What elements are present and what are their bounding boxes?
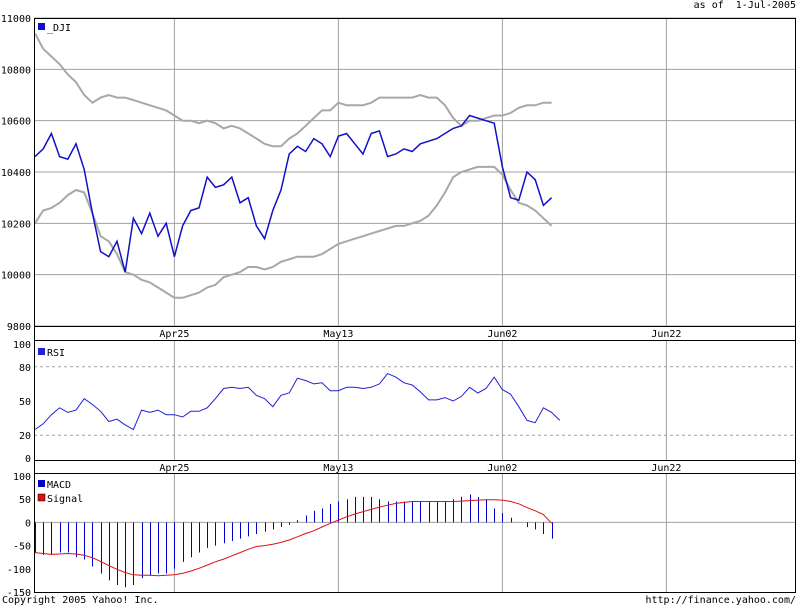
date-tick-label-0-0: Apr25 — [159, 329, 189, 340]
lower-band-line — [34, 165, 553, 299]
panel-border-1 — [34, 340, 796, 461]
date-tick-label-1-2: Jun02 — [487, 463, 517, 474]
rsi-line — [34, 372, 561, 431]
price-ytick-label-6: 11000 — [1, 14, 31, 25]
price-ytick-label-3: 10400 — [1, 168, 31, 179]
rsi-legend-label: RSI — [47, 348, 65, 359]
price-ytick-label-0: 9800 — [7, 322, 31, 333]
date-tick-label-0-3: Jun22 — [651, 329, 681, 340]
panel-border-2 — [34, 473, 796, 593]
signal-line — [34, 499, 552, 577]
rsi-ytick-label-0: 0 — [25, 454, 31, 465]
signal-legend-swatch — [37, 493, 46, 502]
macd-ytick-label-2: -50 — [13, 542, 31, 553]
price-ytick-label-2: 10200 — [1, 219, 31, 230]
date-tick-label-1-0: Apr25 — [159, 463, 189, 474]
price-line — [34, 114, 553, 273]
price-ytick-label-1: 10000 — [1, 271, 31, 282]
macd-legend-label: MACD — [47, 480, 71, 491]
date-tick-label-0-2: Jun02 — [487, 329, 517, 340]
price-ytick-label-4: 10600 — [1, 117, 31, 128]
macd-ytick-label-4: 50 — [19, 495, 31, 506]
upper-band-line — [34, 32, 552, 148]
rsi-ytick-label-4: 100 — [13, 340, 31, 351]
macd-ytick-label-1: -100 — [7, 565, 31, 576]
date-tick-label-1-3: Jun22 — [651, 463, 681, 474]
macd-ytick-label-5: 100 — [13, 472, 31, 483]
date-tick-label-1-1: May13 — [323, 463, 353, 474]
rsi-ytick-label-1: 20 — [19, 431, 31, 442]
as-of-date: as of 1-Jul-2005 — [693, 0, 796, 11]
date-tick-label-0-1: May13 — [323, 329, 353, 340]
price-legend-swatch — [38, 23, 45, 30]
copyright-text: Copyright 2005 Yahoo! Inc. — [2, 595, 159, 606]
signal-legend-label: Signal — [47, 494, 83, 505]
source-url[interactable]: http://finance.yahoo.com/ — [645, 595, 796, 606]
panel-border-0 — [34, 18, 796, 327]
price-legend-label: _DJI — [47, 23, 71, 34]
macd-ytick-label-0: -150 — [7, 588, 31, 599]
price-ytick-label-5: 10800 — [1, 65, 31, 76]
macd-legend-swatch — [38, 480, 45, 487]
rsi-ytick-label-2: 50 — [19, 397, 31, 408]
macd-ytick-label-3: 0 — [25, 518, 31, 529]
rsi-legend-swatch — [38, 348, 45, 355]
rsi-ytick-label-3: 80 — [19, 363, 31, 374]
